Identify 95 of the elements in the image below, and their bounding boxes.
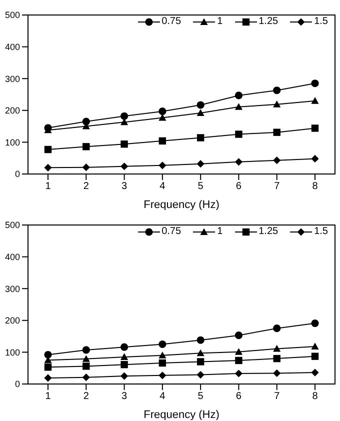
- point: [273, 354, 280, 362]
- x-tick-label: 6: [236, 181, 242, 192]
- point: [234, 158, 243, 166]
- y-tick-label: 500: [4, 220, 20, 230]
- legend-label: 1: [217, 226, 223, 237]
- point: [44, 164, 52, 172]
- legend-label: 0.75: [162, 16, 182, 27]
- point: [196, 134, 204, 142]
- x-axis-title: Frequency (Hz): [144, 199, 220, 211]
- point: [234, 348, 243, 355]
- legend-label: 1.5: [314, 16, 328, 27]
- x-tick-label: 2: [83, 181, 90, 192]
- x-tick-label: 8: [312, 181, 318, 192]
- point: [44, 146, 52, 154]
- y-tick-label: 100: [4, 347, 20, 358]
- x-tick-label: 7: [274, 181, 280, 192]
- point: [311, 124, 319, 132]
- point: [44, 364, 52, 371]
- point: [158, 352, 166, 358]
- point: [196, 160, 204, 168]
- point: [82, 346, 90, 354]
- point: [311, 97, 319, 104]
- point: [82, 164, 90, 172]
- x-tick-label: 1: [45, 181, 52, 192]
- y-tick-label: 100: [4, 137, 20, 148]
- legend-label: 1.25: [258, 16, 278, 27]
- point: [82, 355, 90, 362]
- x-tick-label: 1: [45, 391, 52, 402]
- point: [196, 109, 204, 116]
- y-tick-label: 400: [4, 42, 20, 52]
- point: [235, 356, 242, 364]
- point: [311, 368, 319, 376]
- x-tick-label: 7: [274, 391, 280, 402]
- point: [235, 130, 242, 138]
- point: [82, 362, 90, 370]
- point: [311, 352, 319, 360]
- y-tick-label: 300: [4, 74, 20, 84]
- legend-label: 1.25: [258, 226, 278, 237]
- x-tick-label: 6: [236, 391, 242, 402]
- point: [158, 372, 166, 380]
- x-tick-label: 8: [312, 391, 318, 402]
- point: [120, 353, 128, 360]
- y-tick-label: 400: [4, 252, 20, 262]
- point: [120, 343, 128, 351]
- point: [273, 86, 281, 94]
- point: [311, 319, 319, 328]
- x-tick-label: 5: [198, 181, 204, 192]
- legend-label: 0.75: [162, 226, 182, 237]
- point: [273, 344, 281, 352]
- point: [120, 162, 128, 170]
- y-tick-label: 0: [14, 169, 20, 180]
- point: [158, 340, 166, 348]
- point: [273, 369, 281, 377]
- y-tick-label: 200: [4, 316, 20, 326]
- point: [120, 372, 128, 380]
- y-tick-label: 500: [4, 10, 20, 20]
- point: [196, 349, 204, 356]
- x-tick-label: 3: [122, 181, 128, 192]
- point: [196, 358, 204, 366]
- y-tick-label: 300: [4, 284, 20, 294]
- point: [273, 100, 281, 108]
- legend-label: 1.5: [314, 226, 328, 237]
- point: [273, 156, 281, 164]
- point: [120, 361, 128, 368]
- point: [158, 137, 166, 145]
- point: [196, 370, 204, 379]
- x-tick-label: 5: [198, 391, 204, 402]
- legend-label: 1: [217, 16, 223, 27]
- point: [82, 374, 90, 382]
- point: [234, 370, 243, 378]
- point: [120, 140, 128, 148]
- point: [82, 143, 90, 150]
- point: [44, 374, 52, 382]
- y-tick-label: 0: [14, 379, 20, 390]
- point: [196, 101, 204, 109]
- point: [234, 92, 243, 100]
- point: [158, 108, 166, 116]
- point: [311, 342, 319, 350]
- x-tick-label: 2: [83, 391, 90, 402]
- point: [120, 112, 128, 120]
- x-tick-label: 3: [122, 391, 128, 402]
- x-axis-title: Frequency (Hz): [144, 409, 220, 421]
- x-tick-label: 4: [160, 181, 166, 192]
- point: [273, 324, 281, 332]
- point: [158, 359, 166, 367]
- point: [234, 332, 243, 340]
- x-tick-label: 4: [160, 391, 166, 402]
- point: [311, 154, 319, 163]
- point: [273, 128, 280, 136]
- point: [158, 162, 166, 170]
- point: [311, 80, 319, 88]
- point: [196, 336, 204, 344]
- point: [234, 103, 243, 110]
- y-tick-label: 200: [4, 106, 20, 116]
- point: [44, 350, 52, 359]
